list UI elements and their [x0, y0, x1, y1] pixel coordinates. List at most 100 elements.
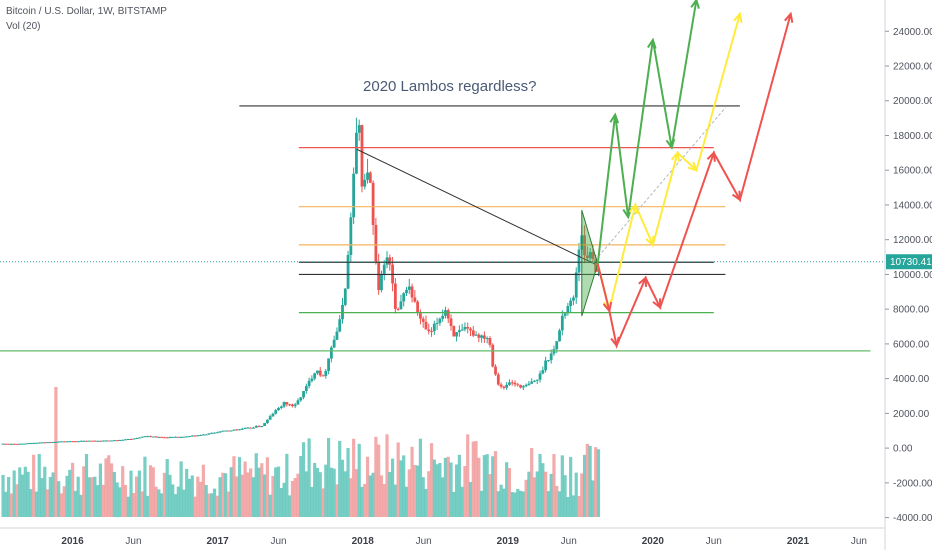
candle-body: [263, 423, 266, 426]
candle-body: [463, 326, 467, 330]
candle-body: [338, 319, 342, 332]
volume-bar: [235, 476, 239, 517]
volume-bar: [90, 477, 94, 517]
volume-bar: [360, 486, 364, 517]
volume-bar: [424, 488, 428, 517]
candle-body: [452, 325, 456, 337]
candle-body: [524, 384, 528, 387]
candle-body: [446, 310, 450, 319]
candle-body: [96, 440, 100, 442]
volume-bar: [299, 456, 303, 517]
projection-path[interactable]: [596, 0, 698, 265]
candle-body: [151, 436, 155, 438]
volume-bar: [407, 469, 411, 517]
candle-body: [137, 437, 141, 439]
candle-body: [274, 410, 278, 414]
candle-body: [327, 358, 330, 371]
candle-body: [73, 441, 77, 443]
volume-bar: [257, 467, 261, 517]
volume-bar: [566, 496, 570, 517]
candle-body: [229, 430, 233, 432]
time-tick-month-label: Jun: [851, 536, 867, 547]
candle-body: [207, 433, 211, 435]
candle-body: [143, 436, 147, 438]
last-price-badge: [886, 254, 932, 270]
volume-bar: [260, 463, 264, 517]
candle-body: [146, 436, 150, 438]
time-tick-year-label: 2020: [642, 536, 665, 547]
candle-body: [377, 262, 381, 291]
candle-body: [179, 436, 183, 438]
volume-bar: [388, 471, 392, 517]
candle-body: [182, 436, 186, 438]
volume-bar: [98, 463, 103, 517]
dotted-trend-line[interactable]: [591, 107, 726, 265]
candle-body: [558, 330, 561, 342]
volume-bar: [513, 492, 517, 517]
volume-bar: [293, 478, 297, 517]
candle-body: [572, 297, 575, 301]
candle-body: [224, 430, 228, 432]
volume-bar: [96, 485, 100, 517]
candle-body: [343, 288, 347, 305]
candle-body: [413, 297, 417, 302]
downtrend-line[interactable]: [356, 148, 596, 265]
candle-body: [388, 257, 392, 265]
volume-bar: [48, 476, 52, 517]
price-tick-label: 14000.00: [893, 200, 932, 211]
volume-bar: [199, 481, 203, 517]
volume-bar: [343, 471, 347, 517]
volume-bar: [496, 491, 500, 517]
volume-bar: [140, 491, 144, 517]
candle-body: [71, 441, 75, 443]
candle-body: [68, 441, 72, 443]
volume-bar: [393, 484, 397, 517]
volume-bar: [588, 445, 592, 517]
candle-body: [424, 321, 428, 330]
volume-bar: [418, 438, 423, 517]
price-tick-label: 24000.00: [893, 27, 932, 38]
volume-bar: [68, 469, 72, 517]
volume-bar: [310, 486, 314, 517]
volume-bar: [251, 477, 256, 517]
projection-arrowhead: [784, 11, 794, 23]
volume-bar: [279, 487, 283, 517]
candle-body: [293, 404, 297, 407]
annotation-text[interactable]: 2020 Lambos regardless?: [363, 78, 536, 95]
candle-body: [271, 413, 275, 417]
volume-bar: [488, 474, 492, 517]
volume-bar: [577, 496, 581, 517]
volume-bar: [385, 434, 389, 517]
candle-body: [541, 370, 545, 374]
projection-path[interactable]: [596, 13, 792, 349]
volume-bar: [457, 454, 461, 517]
candle-body: [90, 440, 94, 442]
volume-bar: [7, 477, 11, 517]
price-tick-label: 2000.00: [893, 409, 930, 420]
volume-bar: [193, 496, 197, 517]
candle-body: [85, 440, 88, 442]
volume-bar: [151, 467, 155, 517]
candle-body: [368, 172, 372, 183]
volume-bar: [29, 489, 33, 517]
candle-body: [432, 323, 436, 332]
volume-bar: [507, 467, 512, 517]
last-price-label: 10730.41: [890, 257, 932, 268]
candle-body: [329, 347, 333, 359]
volume-bar: [285, 453, 289, 517]
volume-bar: [371, 472, 375, 517]
candle-body: [521, 386, 525, 388]
volume-bar: [594, 447, 598, 517]
candle-body: [594, 259, 598, 272]
candle-body: [196, 435, 200, 437]
candle-body: [563, 313, 567, 316]
candle-body: [118, 439, 122, 441]
triangle-pattern[interactable]: [581, 210, 599, 317]
volume-bar: [229, 467, 233, 517]
candle-body: [246, 427, 250, 429]
volume-bar: [493, 451, 498, 517]
volume-bar: [390, 458, 395, 517]
volume-bar: [79, 494, 83, 517]
